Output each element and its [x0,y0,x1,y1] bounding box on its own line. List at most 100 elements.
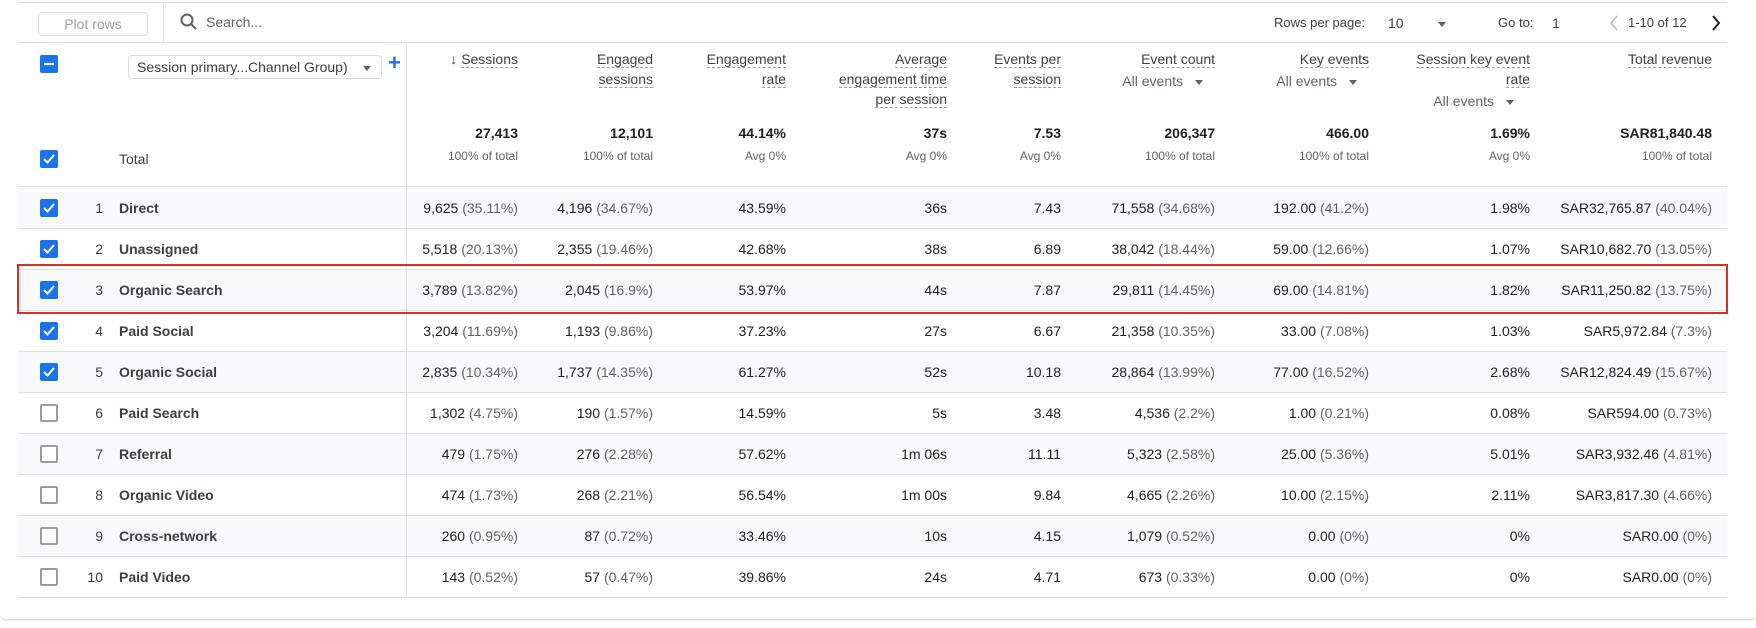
row-checkbox[interactable] [40,486,58,504]
channel-name[interactable]: Paid Search [119,405,200,421]
metric-cell-keyevents: 69.00 (14.81%) [1273,282,1369,298]
row-index: 2 [95,241,103,257]
chevron-right-icon[interactable] [1710,15,1722,31]
column-header-text: Event count [1141,51,1215,68]
total-value: SAR81,840.48 [1620,125,1712,141]
row-checkbox[interactable] [40,199,58,217]
rows-per-page-select[interactable]: 10 [1388,15,1446,31]
row-checkbox[interactable] [40,240,58,258]
column-header-rate[interactable]: Engagement rate [653,49,786,89]
table-row: 10 Paid Video 143 (0.52%) 57 (0.47%) 39.86% 2… [18,557,1727,598]
go-to-input[interactable]: 1 [1552,15,1560,31]
channel-name[interactable]: Paid Video [119,569,191,585]
metric-value: 9,625 [423,200,459,216]
metric-value: 1.82% [1490,282,1530,298]
metric-cell-revenue: SAR10,682.70 (13.05%) [1560,241,1712,257]
metric-filter-select[interactable]: All events [1215,71,1357,91]
metric-value: 2,835 [422,364,458,380]
metric-percent: (9.86%) [603,323,653,339]
metric-cell-rate: 39.86% [739,569,786,585]
metric-value: 77.00 [1273,364,1309,380]
metric-value: SAR594.00 [1587,405,1660,421]
search-input[interactable]: Search... [206,14,263,30]
metric-cell-skr: 2.68% [1490,364,1530,380]
metric-value: 7.43 [1033,200,1061,216]
channel-name[interactable]: Referral [119,446,172,462]
row-checkbox[interactable] [40,568,58,586]
column-header-line: engagement time [786,69,947,89]
add-dimension-button[interactable]: + [388,50,401,75]
row-checkbox[interactable] [40,445,58,463]
metric-value: 1,079 [1127,528,1163,544]
total-checkbox[interactable] [40,150,58,168]
column-header-engaged[interactable]: Engaged sessions [518,49,653,89]
column-header-revenue[interactable]: Total revenue [1530,49,1712,69]
metric-percent: (34.67%) [596,200,653,216]
total-sub: Avg 0% [905,149,947,163]
total-value: 466.00 [1326,125,1369,141]
channel-name[interactable]: Organic Social [119,364,218,380]
metric-cell-sessions: 474 (1.73%) [442,487,518,503]
select-all-checkbox[interactable] [40,55,58,73]
column-header-skr[interactable]: Session key event rate All events [1369,49,1530,111]
metric-value: 0.00 [1308,528,1336,544]
channel-name[interactable]: Unassigned [119,241,199,257]
channel-name[interactable]: Organic Video [119,487,214,503]
metric-percent: (14.45%) [1158,282,1215,298]
metric-percent: (13.05%) [1655,241,1712,257]
metric-percent: (2.2%) [1173,405,1215,421]
metric-filter-select[interactable]: All events [1061,71,1203,91]
column-header-sessions[interactable]: ↓ Sessions [406,49,518,69]
row-checkbox[interactable] [40,363,58,381]
metric-filter-select[interactable]: All events [1369,91,1514,111]
metric-value: SAR32,765.87 [1560,200,1652,216]
table-row: 8 Organic Video 474 (1.73%) 268 (2.21%) 56.5… [18,475,1727,516]
plot-rows-button[interactable]: Plot rows [38,12,148,36]
column-header-text: sessions [598,71,653,88]
metric-cell-skr: 0% [1510,569,1530,585]
metric-cell-keyevents: 0.00 (0%) [1308,569,1369,585]
metric-value: 6.67 [1033,323,1061,339]
column-header-eps[interactable]: Events per session [947,49,1061,89]
metric-value: 4.71 [1033,569,1061,585]
column-header-eventcount[interactable]: Event count All events [1061,49,1215,91]
row-checkbox[interactable] [40,404,58,422]
metric-value: 52s [924,364,947,380]
metric-value: 28,864 [1111,364,1155,380]
metric-value: 57 [584,569,601,585]
metric-value: 1.07% [1490,241,1530,257]
metric-percent: (0%) [1339,569,1369,585]
metric-value: 1,737 [557,364,593,380]
metric-value: 21,358 [1111,323,1155,339]
metric-value: SAR12,824.49 [1560,364,1652,380]
metric-cell-engaged: 190 (1.57%) [577,405,653,421]
row-checkbox[interactable] [40,527,58,545]
metric-cell-revenue: SAR12,824.49 (15.67%) [1560,364,1712,380]
chevron-left-icon[interactable] [1608,15,1620,31]
metric-cell-avgtime: 27s [924,323,947,339]
dimension-select[interactable]: Session primary...Channel Group) [128,55,382,79]
metric-value: 3,789 [422,282,458,298]
row-checkbox[interactable] [40,322,58,340]
total-cell: 1.69% Avg 0% [1369,125,1530,163]
metric-value: 9.84 [1033,487,1061,503]
metric-percent: (34.68%) [1158,200,1215,216]
column-header-avgtime[interactable]: Average engagement time per session [786,49,947,109]
row-checkbox[interactable] [40,281,58,299]
metric-cell-sessions: 3,204 (11.69%) [423,323,518,339]
column-header-text: Key events [1299,51,1369,68]
metric-value: 37.23% [738,323,786,339]
metric-cell-eventcount: 5,323 (2.58%) [1127,446,1215,462]
metric-value: 71,558 [1111,200,1155,216]
metric-percent: (0.21%) [1319,405,1369,421]
channel-name[interactable]: Paid Social [119,323,194,339]
channel-name[interactable]: Organic Search [119,282,223,298]
channel-name[interactable]: Cross-network [119,528,218,544]
sort-desc-arrow-icon: ↓ [450,51,462,67]
column-header-keyevents[interactable]: Key events All events [1215,49,1369,91]
metric-percent: (4.75%) [468,405,518,421]
metric-cell-avgtime: 1m 06s [901,446,947,462]
total-cell: 44.14% Avg 0% [653,125,786,163]
channel-name[interactable]: Direct [119,200,159,216]
